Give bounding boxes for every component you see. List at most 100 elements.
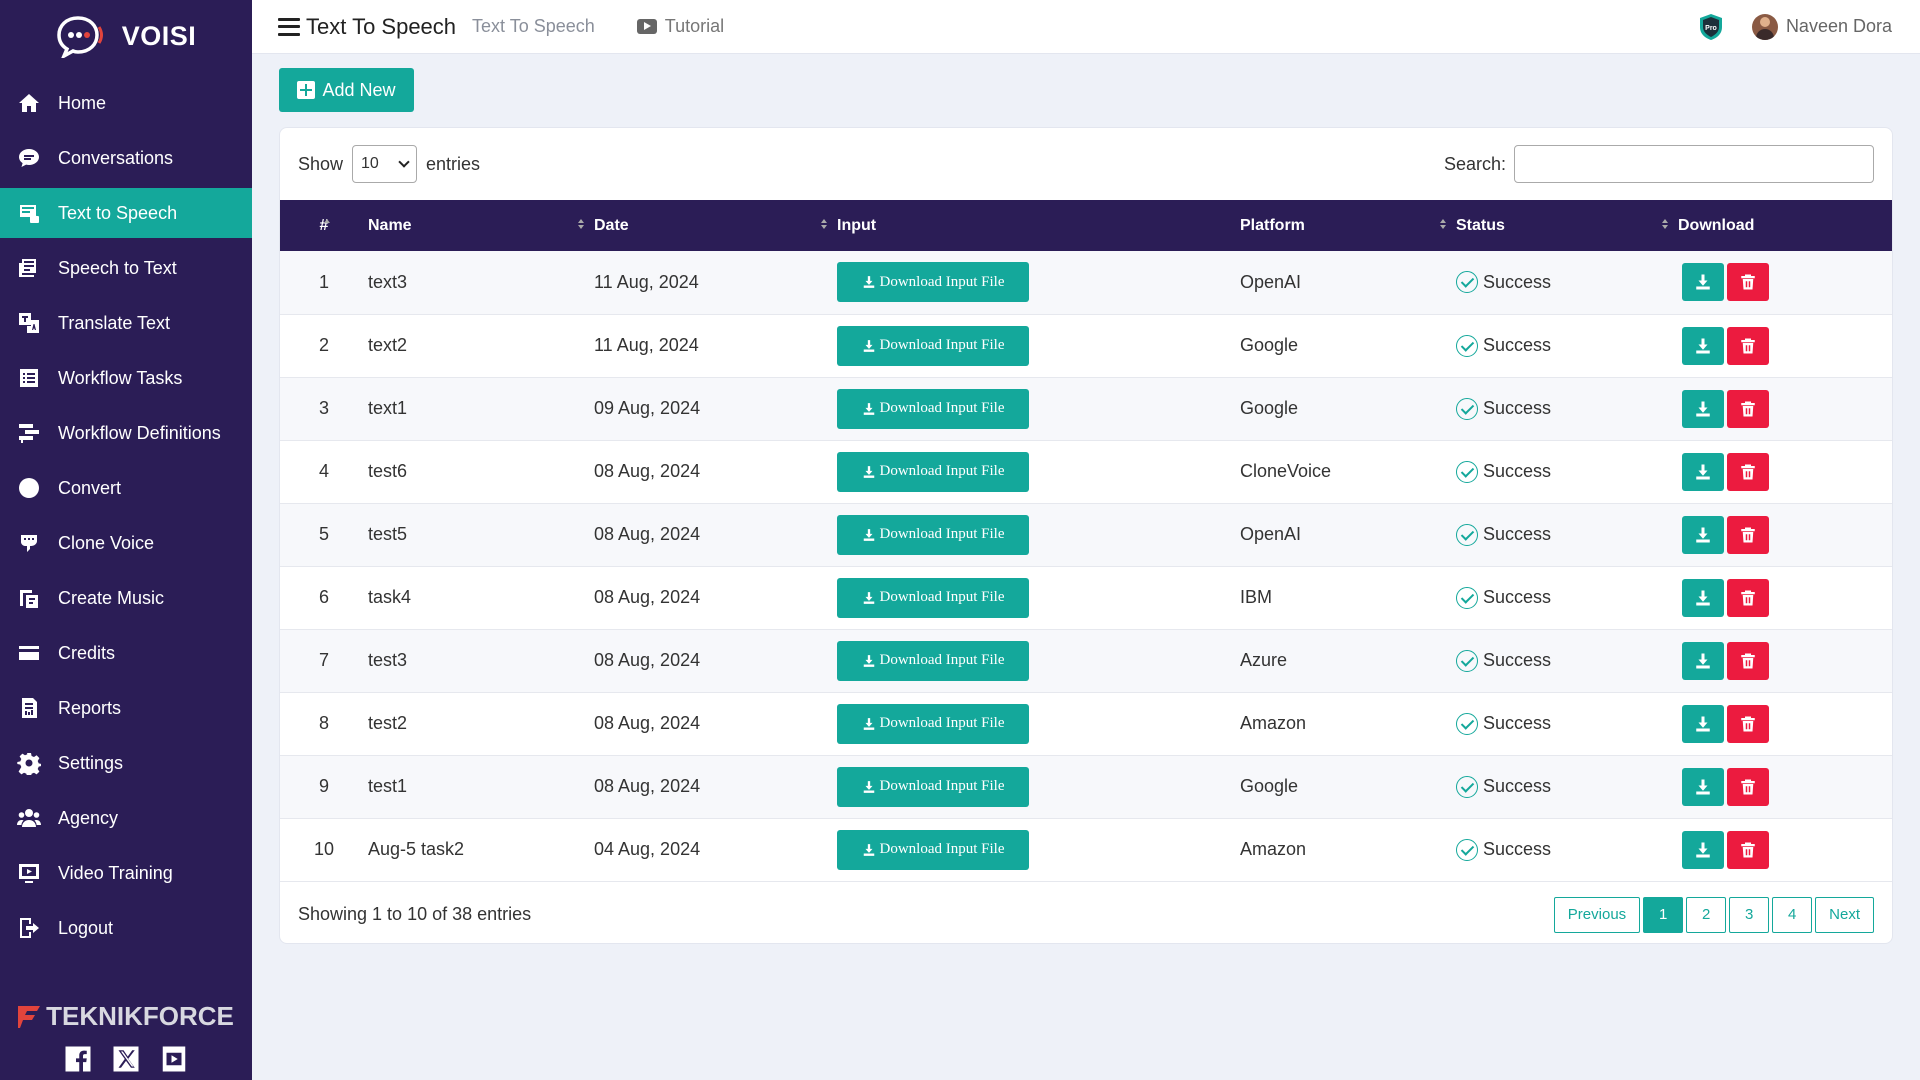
breadcrumb[interactable]: Text To Speech (472, 16, 595, 36)
status-text: Success (1483, 839, 1552, 859)
pagination-page-2[interactable]: 2 (1686, 896, 1727, 933)
download-output-button[interactable] (1682, 830, 1724, 869)
download-input-file-button[interactable]: Download Input File (837, 766, 1029, 807)
col-header-status[interactable]: Status (1456, 200, 1678, 251)
download-icon (862, 402, 876, 416)
row-date: 11 Aug, 2024 (594, 314, 837, 378)
download-output-button[interactable] (1682, 641, 1724, 680)
status-text: Success (1483, 587, 1552, 607)
user-name[interactable]: Naveen Dora (1785, 16, 1892, 36)
download-input-file-button[interactable]: Download Input File (837, 514, 1029, 555)
sidebar-item-create-music[interactable]: Create Music (0, 573, 252, 623)
add-new-button[interactable]: Add New (279, 68, 414, 112)
add-new-label: Add New (322, 79, 396, 100)
sidebar-item-agency[interactable]: Agency (0, 793, 252, 843)
pagination-page-1[interactable]: 1 (1643, 896, 1684, 933)
download-output-button[interactable] (1682, 263, 1724, 302)
download-input-file-button[interactable]: Download Input File (837, 451, 1029, 492)
page-length-select[interactable]: 10 (352, 145, 418, 183)
col-header-name[interactable]: Name (368, 200, 594, 251)
delete-button[interactable] (1727, 641, 1769, 680)
sidebar-item-clone-voice[interactable]: Clone Voice (0, 518, 252, 568)
download-input-file-button[interactable]: Download Input File (837, 388, 1029, 429)
download-output-button[interactable] (1682, 767, 1724, 806)
download-input-file-button[interactable]: Download Input File (837, 703, 1029, 744)
download-input-file-button[interactable]: Download Input File (837, 640, 1029, 681)
delete-button[interactable] (1727, 263, 1769, 302)
users-icon (16, 805, 42, 831)
menu-toggle-icon[interactable] (278, 17, 300, 36)
sidebar-item-reports[interactable]: Reports (0, 683, 252, 733)
row-actions (1678, 566, 1892, 630)
sidebar-item-workflow-tasks[interactable]: Workflow Tasks (0, 353, 252, 403)
sidebar-item-text-to-speech[interactable]: Text to Speech (0, 188, 252, 238)
row-date: 11 Aug, 2024 (594, 251, 837, 315)
app-logo[interactable]: VOISI (0, 0, 252, 72)
delete-button[interactable] (1727, 452, 1769, 491)
sidebar-item-convert[interactable]: Convert (0, 463, 252, 513)
download-output-button[interactable] (1682, 389, 1724, 428)
delete-button[interactable] (1727, 830, 1769, 869)
sidebar-item-conversations[interactable]: Conversations (0, 133, 252, 183)
sidebar-item-logout[interactable]: Logout (0, 903, 252, 953)
pagination-page-3[interactable]: 3 (1729, 896, 1770, 933)
download-input-file-button[interactable]: Download Input File (837, 262, 1029, 303)
delete-button[interactable] (1727, 767, 1769, 806)
pagination-next[interactable]: Next (1815, 896, 1874, 933)
pagination-page-4[interactable]: 4 (1772, 896, 1813, 933)
sidebar-item-settings[interactable]: Settings (0, 738, 252, 788)
check-circle-icon (1456, 460, 1478, 483)
col-header-date[interactable]: Date (594, 200, 837, 251)
tutorial-link[interactable]: Tutorial (636, 16, 724, 37)
voisi-logo-icon (56, 16, 103, 58)
row-status: Success (1456, 818, 1678, 882)
youtube-icon[interactable] (159, 1044, 189, 1074)
chat-icon (16, 145, 42, 171)
row-number: 5 (280, 503, 368, 567)
sidebar-item-credits[interactable]: Credits (0, 628, 252, 678)
x-twitter-icon[interactable] (111, 1044, 141, 1074)
download-output-button[interactable] (1682, 578, 1724, 617)
search-input[interactable] (1514, 145, 1874, 183)
row-number: 4 (280, 440, 368, 504)
sidebar-item-label: Speech to Text (58, 257, 177, 278)
sidebar-item-home[interactable]: Home (0, 78, 252, 128)
download-output-button[interactable] (1682, 452, 1724, 491)
row-actions (1678, 629, 1892, 693)
sidebar-item-translate-text[interactable]: Translate Text (0, 298, 252, 348)
pagination-previous[interactable]: Previous (1553, 896, 1641, 933)
page-title: Text To Speech (306, 13, 457, 39)
row-platform: IBM (1240, 566, 1456, 630)
delete-button[interactable] (1727, 704, 1769, 743)
download-output-button[interactable] (1682, 326, 1724, 365)
home-icon (16, 90, 42, 116)
delete-button[interactable] (1727, 578, 1769, 617)
col-header-platform[interactable]: Platform (1240, 200, 1456, 251)
delete-button[interactable] (1727, 326, 1769, 365)
delete-button[interactable] (1727, 515, 1769, 554)
sidebar-item-speech-to-text[interactable]: Speech to Text (0, 243, 252, 293)
download-icon (862, 843, 876, 857)
sidebar-item-workflow-definitions[interactable]: Workflow Definitions (0, 408, 252, 458)
status-text: Success (1483, 271, 1552, 292)
download-input-file-button[interactable]: Download Input File (837, 577, 1029, 618)
download-input-file-button[interactable]: Download Input File (837, 829, 1029, 870)
download-input-file-button[interactable]: Download Input File (837, 325, 1029, 366)
row-status: Success (1456, 503, 1678, 567)
pro-badge-icon[interactable]: Pro (1698, 13, 1724, 41)
delete-button[interactable] (1727, 389, 1769, 428)
social-links (0, 1044, 252, 1074)
row-status: Success (1456, 629, 1678, 693)
teknikforce-logo[interactable]: TEKNIKFORCE (0, 1001, 252, 1032)
download-output-button[interactable] (1682, 704, 1724, 743)
sidebar-item-video-training[interactable]: Video Training (0, 848, 252, 898)
avatar[interactable] (1751, 13, 1778, 40)
row-actions (1678, 314, 1892, 378)
col-header-number[interactable]: # (280, 200, 368, 251)
download-output-button[interactable] (1682, 515, 1724, 554)
check-circle-icon (1456, 838, 1478, 861)
check-circle-icon (1456, 397, 1478, 420)
download-icon (862, 780, 876, 794)
facebook-icon[interactable] (63, 1044, 93, 1074)
download-icon (862, 717, 876, 731)
